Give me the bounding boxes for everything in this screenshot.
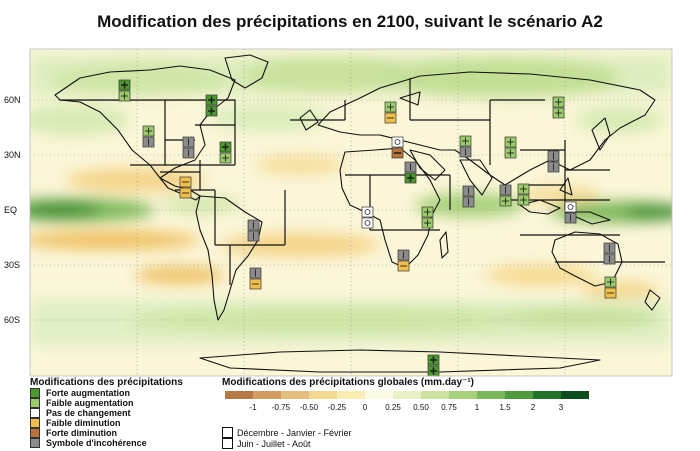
symbol-legend-label: Faible augmentation: [46, 398, 134, 408]
season-jja: Juin - Juillet - Août: [222, 438, 311, 449]
coastlines: [54, 54, 661, 373]
symbol-legend-item: Forte augmentation: [30, 388, 230, 398]
color-scale-swatch: [561, 391, 589, 399]
lat-label-30s: 30S: [4, 260, 20, 270]
symbol-legend-label: Pas de changement: [46, 408, 131, 418]
region-symbol: [459, 135, 472, 158]
color-scale-tick: 3: [558, 403, 564, 412]
region-symbol: [391, 136, 404, 159]
color-scale-tick: -1: [249, 403, 257, 412]
region-symbol: [517, 183, 530, 206]
symbol-legend-swatch: [30, 428, 40, 438]
season-djf-box: [222, 427, 233, 438]
scale-legend-heading: Modifications des précipitations globale…: [222, 377, 474, 388]
color-scale-tick: 0.75: [441, 403, 457, 412]
color-scale-swatch: [281, 391, 309, 399]
color-scale-swatch: [421, 391, 449, 399]
color-scale-swatch: [533, 391, 561, 399]
color-scale-swatch: [477, 391, 505, 399]
symbol-legend-label: Faible diminution: [46, 418, 121, 428]
region-symbol: [604, 276, 617, 299]
region-symbol: [182, 136, 195, 159]
region-symbol: [427, 354, 440, 377]
color-scale-swatch: [309, 391, 337, 399]
color-scale-tick: 0.50: [413, 403, 429, 412]
region-symbol: [179, 176, 192, 199]
region-symbol: [499, 184, 512, 207]
scale-legend: Modifications des précipitations globale…: [222, 377, 642, 412]
region-symbol: [547, 150, 560, 173]
symbol-legend-swatch: [30, 438, 40, 448]
symbol-legend-item: Faible augmentation: [30, 398, 230, 408]
region-symbol: [504, 136, 517, 159]
color-scale-tick: -0.50: [299, 403, 319, 412]
region-symbol: [118, 79, 131, 102]
region-symbol: [421, 206, 434, 229]
season-djf-label: Décembre - Janvier - Février: [237, 427, 352, 438]
region-symbol: [462, 185, 475, 208]
color-scale-swatch: [225, 391, 253, 399]
color-scale-tick: -0.75: [271, 403, 291, 412]
color-scale-swatch: [393, 391, 421, 399]
graticule: [30, 49, 672, 376]
color-scale-tick: 1.5: [499, 403, 511, 412]
map-frame: [29, 48, 673, 377]
symbol-legend-swatch: [30, 398, 40, 408]
symbol-legend: Modifications des précipitations Forte a…: [30, 377, 230, 448]
color-scale-tick: 1: [474, 403, 480, 412]
color-scale-tick: -0.25: [327, 403, 347, 412]
symbol-legend-label: Forte diminution: [46, 428, 117, 438]
symbol-legend-item: Forte diminution: [30, 428, 230, 438]
lat-label-60s: 60S: [4, 315, 20, 325]
color-scale-bar: [225, 391, 589, 399]
color-scale-swatch: [449, 391, 477, 399]
region-symbol: [552, 96, 565, 119]
color-scale-tick: 0.25: [385, 403, 401, 412]
precipitation-field: [30, 55, 672, 345]
region-symbol: [247, 219, 260, 242]
region-symbol: [142, 125, 155, 148]
season-jja-box: [222, 438, 233, 449]
lat-label-30n: 30N: [4, 150, 21, 160]
region-symbol: [404, 161, 417, 184]
symbol-legend-swatch: [30, 408, 40, 418]
color-scale-swatch: [365, 391, 393, 399]
lat-label-60n: 60N: [4, 95, 21, 105]
latitude-labels: 60N 30N EQ 30S 60S: [4, 95, 21, 325]
region-symbol: [603, 242, 616, 265]
symbol-legend-item: Faible diminution: [30, 418, 230, 428]
color-scale-tick: 0: [362, 403, 368, 412]
region-symbol: [249, 267, 262, 290]
symbol-legend-label: Symbole d'incohérence: [46, 438, 147, 448]
region-symbol: [361, 206, 374, 229]
color-scale-swatch: [253, 391, 281, 399]
region-symbol: [219, 141, 232, 164]
region-symbol: [397, 249, 410, 272]
region-symbol: [384, 101, 397, 124]
region-symbol: [564, 201, 577, 224]
map-title: Modification des précipitations en 2100,…: [97, 12, 603, 31]
symbol-legend-label: Forte augmentation: [46, 388, 131, 398]
color-scale-swatch: [337, 391, 365, 399]
region-symbols: [118, 79, 617, 377]
symbol-legend-swatch: [30, 388, 40, 398]
symbol-legend-item: Symbole d'incohérence: [30, 438, 230, 448]
color-scale-ticks: -1 -0.75 -0.50 -0.25 0 0.25 0.50 0.75 1 1.5 2 3: [222, 403, 642, 415]
color-scale-swatch: [505, 391, 533, 399]
season-jja-label: Juin - Juillet - Août: [237, 438, 311, 449]
symbol-legend-item: Pas de changement: [30, 408, 230, 418]
region-symbol: [205, 94, 218, 117]
lat-label-eq: EQ: [4, 205, 17, 215]
color-scale-tick: 2: [530, 403, 536, 412]
symbol-legend-swatch: [30, 418, 40, 428]
season-djf: Décembre - Janvier - Février: [222, 427, 352, 438]
symbol-legend-heading: Modifications des précipitations: [30, 377, 183, 388]
